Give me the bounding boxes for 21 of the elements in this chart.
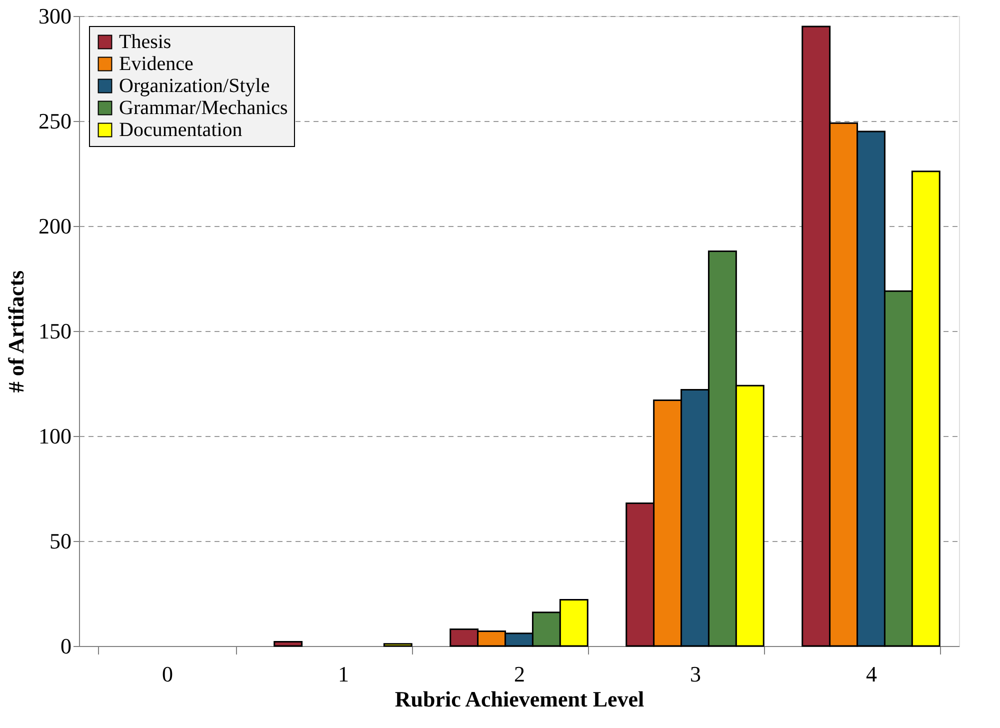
- x-tick-label: 1: [338, 662, 349, 686]
- y-tick-label: 0: [60, 634, 72, 658]
- x-tick-label: 3: [690, 662, 701, 686]
- x-tick-label: 2: [514, 662, 525, 686]
- y-axis-title: # of Artifacts: [4, 270, 28, 393]
- legend-label: Evidence: [119, 53, 194, 75]
- y-tick-label: 150: [38, 318, 72, 344]
- y-tick-label: 300: [38, 4, 72, 28]
- legend-label: Grammar/Mechanics: [119, 97, 288, 119]
- legend-label: Documentation: [119, 119, 242, 141]
- bar: [383, 643, 412, 647]
- x-tick-label: 4: [866, 662, 877, 686]
- x-tick-label: 0: [162, 662, 173, 686]
- y-tick-label: 50: [50, 528, 72, 554]
- x-axis-title: Rubric Achievement Level: [394, 686, 644, 712]
- y-tick-label: 250: [38, 108, 72, 134]
- legend-label: Thesis: [119, 31, 172, 53]
- bar: [274, 641, 303, 647]
- y-tick-label: 100: [38, 424, 72, 448]
- legend-label: Organization/Style: [119, 75, 270, 97]
- y-tick-label: 200: [38, 214, 72, 238]
